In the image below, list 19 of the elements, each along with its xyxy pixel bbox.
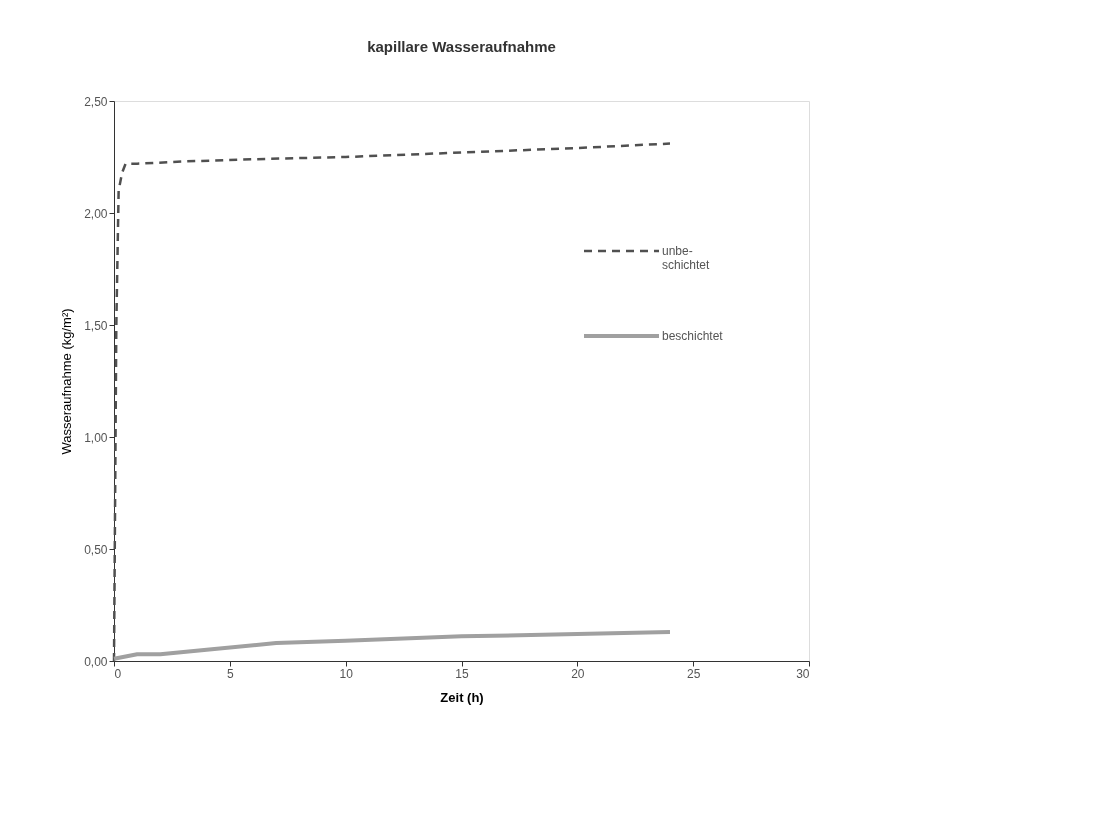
x-tick-label: 10 (339, 666, 354, 681)
x-axis-title: Zeit (h) (440, 689, 484, 705)
x-tick-label: 30 (796, 666, 810, 681)
text: beschichtet (662, 329, 724, 343)
y-tick-label: 2,50 (84, 94, 108, 109)
y-tick-label: 2,00 (84, 206, 108, 221)
x-tick-label: 5 (226, 666, 234, 681)
y-tick-label: 1,50 (84, 318, 108, 333)
x-tick-label: 20 (571, 666, 585, 681)
y-axis-title: Wasseraufnahme (kg/m²) (59, 308, 75, 455)
chart-title: kapillare Wasseraufnahme (367, 38, 556, 55)
x-tick-label: 25 (686, 666, 701, 681)
y-tick-label: 1,00 (84, 430, 108, 445)
x-tick-label: 15 (455, 666, 469, 681)
y-tick-label: 0,50 (84, 542, 108, 557)
text: unbe- schichtet (662, 244, 711, 272)
line-series (112, 629, 672, 661)
x-tick-label: 0 (114, 666, 122, 681)
y-tick-label: 0,00 (84, 654, 108, 669)
